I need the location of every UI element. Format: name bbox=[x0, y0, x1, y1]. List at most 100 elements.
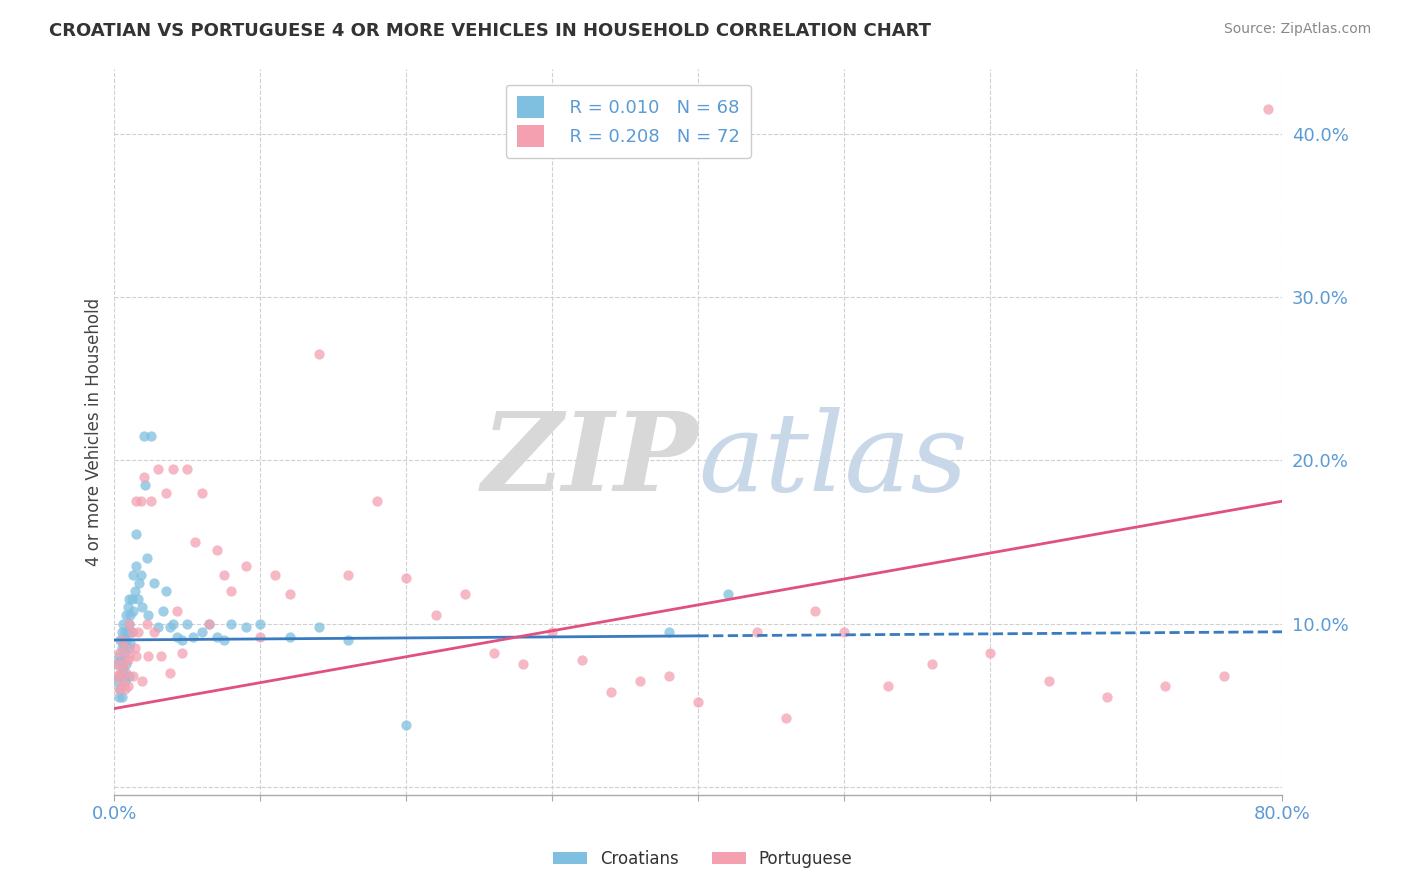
Point bbox=[166, 603, 188, 617]
Point bbox=[152, 603, 174, 617]
Point bbox=[114, 624, 136, 639]
Point bbox=[979, 646, 1001, 660]
Point bbox=[111, 632, 134, 647]
Point bbox=[336, 567, 359, 582]
Point bbox=[118, 616, 141, 631]
Point bbox=[264, 567, 287, 582]
Point bbox=[804, 603, 827, 617]
Point bbox=[121, 624, 143, 639]
Point bbox=[124, 641, 146, 656]
Point bbox=[105, 673, 128, 688]
Point bbox=[148, 461, 170, 475]
Point bbox=[110, 681, 132, 696]
Point bbox=[104, 669, 127, 683]
Point bbox=[115, 608, 138, 623]
Point bbox=[134, 478, 156, 492]
Point bbox=[129, 494, 152, 508]
Point bbox=[107, 690, 129, 705]
Point bbox=[114, 641, 136, 656]
Point bbox=[124, 584, 146, 599]
Point bbox=[117, 652, 139, 666]
Point bbox=[921, 657, 943, 672]
Point bbox=[110, 632, 132, 647]
Point bbox=[136, 608, 159, 623]
Point bbox=[278, 630, 301, 644]
Point bbox=[162, 461, 184, 475]
Point bbox=[110, 665, 132, 680]
Point bbox=[114, 681, 136, 696]
Point bbox=[118, 669, 141, 683]
Point bbox=[135, 616, 157, 631]
Point bbox=[159, 620, 181, 634]
Point bbox=[148, 620, 170, 634]
Point bbox=[139, 429, 162, 443]
Point bbox=[115, 632, 138, 647]
Point bbox=[395, 718, 418, 732]
Point bbox=[107, 669, 129, 683]
Point bbox=[115, 657, 138, 672]
Point bbox=[170, 646, 193, 660]
Point bbox=[278, 587, 301, 601]
Y-axis label: 4 or more Vehicles in Household: 4 or more Vehicles in Household bbox=[86, 298, 103, 566]
Point bbox=[117, 679, 139, 693]
Point bbox=[105, 657, 128, 672]
Point bbox=[541, 624, 564, 639]
Point bbox=[117, 600, 139, 615]
Point bbox=[191, 624, 214, 639]
Point bbox=[128, 575, 150, 590]
Point bbox=[166, 630, 188, 644]
Point bbox=[745, 624, 768, 639]
Point bbox=[132, 429, 155, 443]
Point bbox=[111, 641, 134, 656]
Point bbox=[170, 632, 193, 647]
Point bbox=[135, 551, 157, 566]
Point bbox=[112, 616, 135, 631]
Point bbox=[658, 624, 681, 639]
Point bbox=[111, 665, 134, 680]
Point bbox=[125, 526, 148, 541]
Point bbox=[395, 571, 418, 585]
Point bbox=[118, 641, 141, 656]
Point bbox=[219, 616, 242, 631]
Point bbox=[1038, 673, 1060, 688]
Point bbox=[107, 646, 129, 660]
Point bbox=[115, 665, 138, 680]
Point bbox=[110, 652, 132, 666]
Point bbox=[1212, 669, 1234, 683]
Point bbox=[191, 486, 214, 500]
Text: CROATIAN VS PORTUGUESE 4 OR MORE VEHICLES IN HOUSEHOLD CORRELATION CHART: CROATIAN VS PORTUGUESE 4 OR MORE VEHICLE… bbox=[49, 22, 931, 40]
Point bbox=[125, 559, 148, 574]
Point bbox=[219, 584, 242, 599]
Point bbox=[107, 681, 129, 696]
Point bbox=[131, 673, 153, 688]
Point bbox=[1154, 679, 1177, 693]
Point bbox=[131, 600, 153, 615]
Point bbox=[162, 616, 184, 631]
Point bbox=[105, 657, 128, 672]
Point bbox=[212, 632, 235, 647]
Point bbox=[658, 669, 681, 683]
Point bbox=[159, 665, 181, 680]
Point bbox=[176, 616, 198, 631]
Point bbox=[125, 494, 148, 508]
Point bbox=[118, 592, 141, 607]
Point bbox=[142, 624, 165, 639]
Point bbox=[155, 486, 177, 500]
Point bbox=[183, 535, 205, 549]
Point bbox=[120, 608, 142, 623]
Point bbox=[832, 624, 855, 639]
Point bbox=[775, 711, 797, 725]
Point bbox=[132, 469, 155, 483]
Point bbox=[336, 632, 359, 647]
Point bbox=[205, 630, 228, 644]
Point bbox=[111, 690, 134, 705]
Legend:   R = 0.010   N = 68,   R = 0.208   N = 72: R = 0.010 N = 68, R = 0.208 N = 72 bbox=[506, 85, 751, 158]
Point bbox=[111, 624, 134, 639]
Point bbox=[308, 620, 330, 634]
Point bbox=[142, 575, 165, 590]
Point bbox=[150, 649, 173, 664]
Point bbox=[139, 494, 162, 508]
Point bbox=[122, 669, 145, 683]
Point bbox=[117, 624, 139, 639]
Point bbox=[121, 592, 143, 607]
